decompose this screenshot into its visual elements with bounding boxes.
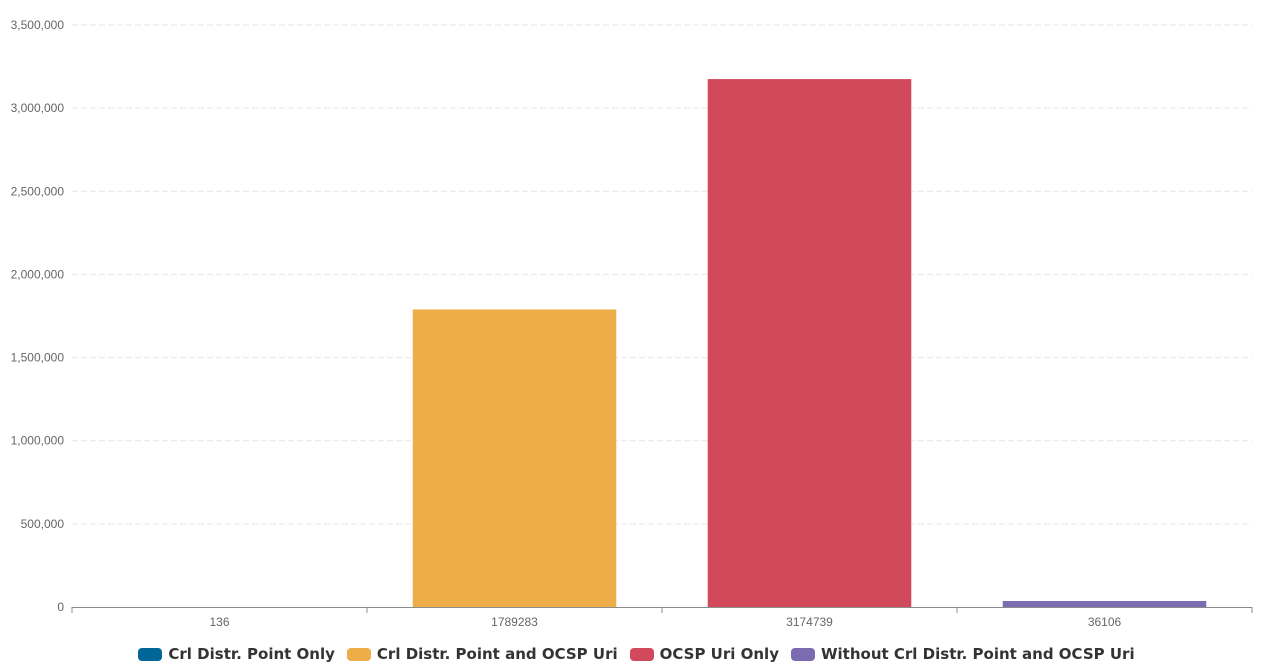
x-tick-label: 3174739 [786,615,833,629]
legend-item[interactable]: OCSP Uri Only [629,645,779,663]
legend-label: Crl Distr. Point and OCSP Uri [376,645,618,663]
bar-chart-svg: 0 500,000 1,000,000 1,500,000 2,000,000 2,500… [11,18,1253,629]
legend-item[interactable]: Without Crl Distr. Point and OCSP Uri [790,645,1135,663]
x-tick-label: 136 [209,615,229,629]
legend-label: OCSP Uri Only [659,645,779,663]
legend-label: Without Crl Distr. Point and OCSP Uri [820,645,1135,663]
legend-label: Crl Distr. Point Only [168,645,335,663]
legend-item[interactable]: Crl Distr. Point Only [138,645,335,663]
y-tick-label: 1,500,000 [11,351,65,365]
legend-swatch [346,647,371,661]
legend-swatch [629,647,654,661]
y-tick-label: 3,500,000 [11,18,65,32]
y-tick-label: 500,000 [21,517,65,531]
x-tick-label: 1789283 [491,615,538,629]
y-tick-label: 2,500,000 [11,184,65,198]
y-tick-label: 0 [57,600,64,614]
bar[interactable] [1002,600,1207,607]
legend-swatch [138,647,163,661]
y-tick-label: 2,000,000 [11,267,65,281]
legend-swatch [790,647,815,661]
bar[interactable] [412,309,617,607]
bar[interactable] [707,79,912,608]
x-tick-label: 36106 [1088,615,1122,629]
legend: Crl Distr. Point Only Crl Distr. Point an… [0,640,1273,668]
y-tick-label: 3,000,000 [11,101,65,115]
y-tick-label: 1,000,000 [11,434,65,448]
legend-item[interactable]: Crl Distr. Point and OCSP Uri [346,645,618,663]
